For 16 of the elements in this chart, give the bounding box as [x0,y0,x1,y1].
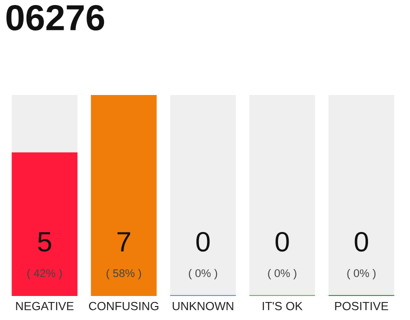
data-label: 5 [38,232,52,252]
data-label: 0 [354,232,368,252]
annotation: ( 0% ) [268,268,296,280]
x-tick-label: IT'S OK [262,302,303,310]
data-label: 0 [276,232,289,252]
annotation: ( 58% ) [106,268,142,280]
chart-title: 06276 [6,4,104,31]
data-label: 7 [118,232,130,252]
x-tick-label: CONFUSING [88,302,158,310]
annotation: ( 0% ) [347,268,376,280]
x-tick-label: UNKNOWN [172,302,234,310]
annotation: ( 0% ) [188,268,218,280]
annotation: ( 42% ) [27,268,62,280]
data-label: 0 [196,232,210,252]
x-tick-label: NEGATIVE [16,302,74,310]
x-tick-label: POSITIVE [335,302,388,310]
